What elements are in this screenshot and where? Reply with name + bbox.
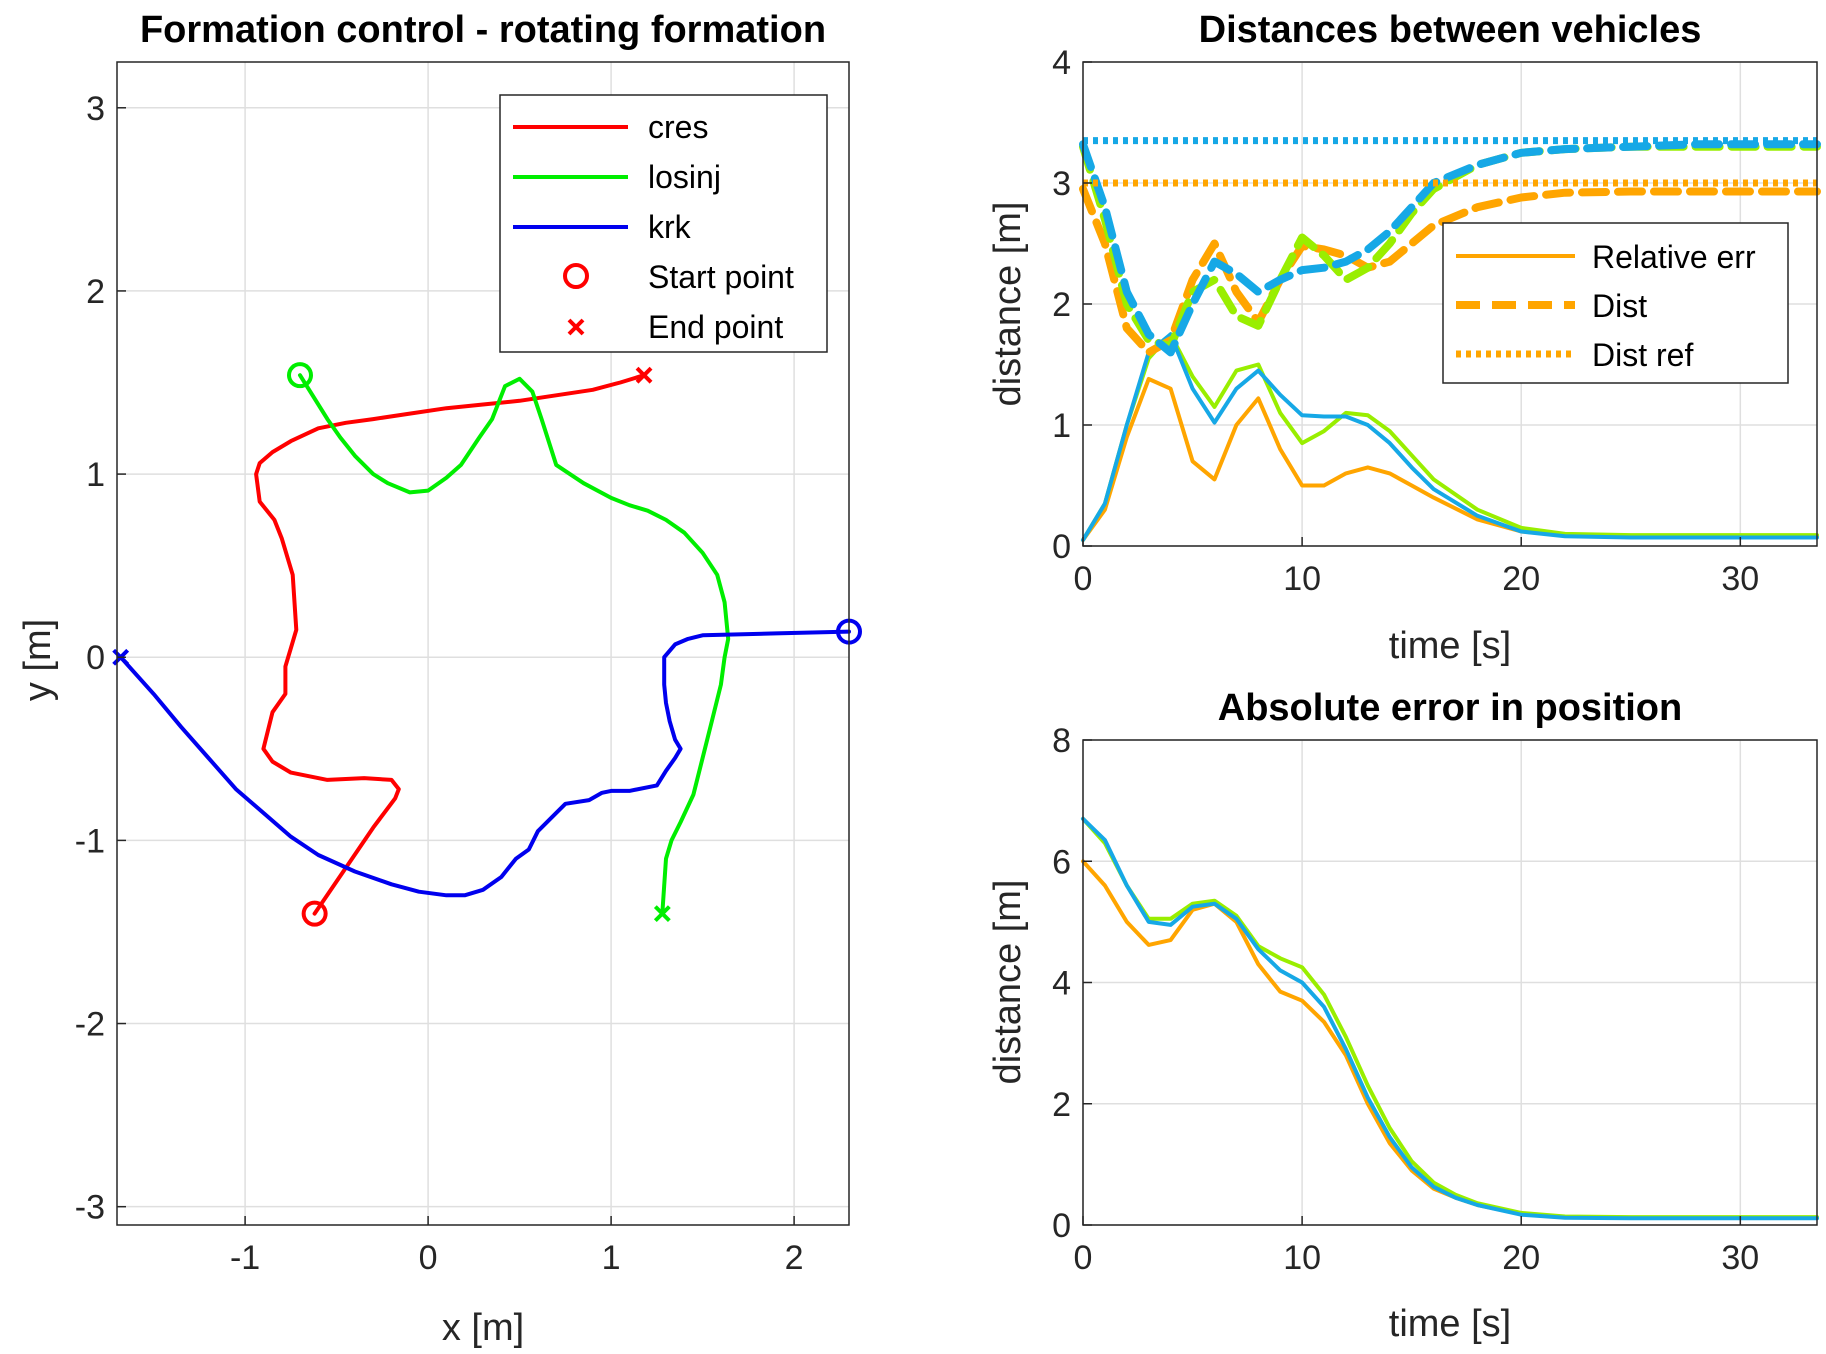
y-tick-label: 8 [1052, 722, 1071, 760]
abs-error-ticks: 0 10 20 30 0 2 4 6 8 [1052, 722, 1759, 1277]
abs-error-grid [1082, 739, 1817, 1226]
legend-label-start: Start point [648, 259, 794, 295]
y-tick-label: 0 [86, 639, 105, 677]
x-tick-label: 0 [1074, 560, 1093, 598]
distances-xlabel: time [s] [1389, 625, 1511, 667]
abs-error-xlabel: time [s] [1389, 1303, 1511, 1345]
series-line-sky [1081, 816, 1819, 1221]
x-tick-label: -1 [230, 1239, 260, 1277]
trajectory-title: Formation control - rotating formation [140, 9, 826, 51]
x-tick-label: 20 [1502, 560, 1540, 598]
y-tick-label: 1 [1052, 407, 1071, 445]
distances-ylabel: distance [m] [987, 202, 1029, 407]
trajectory-ticks: -1 0 1 2 -3 -2 -1 0 1 2 3 [75, 90, 804, 1277]
trajectory-legend: cres losinj krk Start point End point [499, 94, 828, 353]
distances-ticks: 0 10 20 30 0 1 2 3 4 [1052, 44, 1759, 598]
y-tick-label: 4 [1052, 44, 1071, 82]
y-tick-label: 1 [86, 456, 105, 494]
start-point-marker [287, 362, 313, 389]
y-tick-label: -2 [75, 1006, 105, 1044]
x-tick-label: 10 [1283, 1239, 1321, 1277]
y-tick-label: -3 [75, 1189, 105, 1227]
x-tick-label: 30 [1721, 560, 1759, 598]
series-line-krk [118, 629, 851, 898]
x-tick-label: 0 [1074, 1239, 1093, 1277]
distances-series [1079, 137, 1821, 542]
legend-label-end: End point [648, 309, 783, 345]
series-line-cres [254, 373, 646, 916]
y-tick-label: -1 [75, 822, 105, 860]
x-tick-label: 30 [1721, 1239, 1759, 1277]
series-line-losinj [298, 373, 731, 916]
start-point-marker [301, 900, 328, 927]
abs-error-series [1081, 816, 1819, 1221]
y-tick-label: 3 [1052, 165, 1071, 203]
legend-label-relative-err: Relative err [1592, 239, 1756, 275]
distances-legend: Relative err Dist Dist ref [1442, 222, 1789, 384]
legend-label-cres: cres [648, 109, 708, 145]
x-tick-label: 1 [602, 1239, 621, 1277]
x-tick-label: 2 [785, 1239, 804, 1277]
trajectory-plot: -1 0 1 2 -3 -2 -1 0 1 2 3 Formation control - rota… [17, 9, 862, 1349]
trajectory-axes-frame [116, 61, 850, 1226]
y-tick-label: 2 [1052, 286, 1071, 324]
y-tick-label: 0 [1052, 528, 1071, 566]
series-line-dist-sky- [1079, 140, 1821, 357]
legend-box [499, 94, 828, 353]
legend-label-dist: Dist [1592, 288, 1647, 324]
y-tick-label: 3 [86, 90, 105, 128]
legend-label-krk: krk [648, 209, 692, 245]
legend-end-marker [567, 318, 585, 336]
x-tick-label: 20 [1502, 1239, 1540, 1277]
legend-start-marker [563, 263, 589, 289]
abs-error-title: Absolute error in position [1218, 687, 1682, 729]
y-tick-label: 4 [1052, 965, 1071, 1003]
y-tick-label: 6 [1052, 843, 1071, 881]
end-point-marker [653, 905, 671, 923]
series-line-orange [1081, 859, 1819, 1220]
series-line-relative-err-orange- [1081, 377, 1819, 542]
trajectory-series [112, 362, 862, 927]
y-tick-label: 0 [1052, 1207, 1071, 1245]
y-tick-label: 2 [86, 273, 105, 311]
y-tick-label: 2 [1052, 1086, 1071, 1124]
legend-label-dist-ref: Dist ref [1592, 337, 1693, 373]
series-line-lime [1081, 816, 1819, 1220]
abs-error-ylabel: distance [m] [987, 880, 1029, 1085]
x-tick-label: 0 [419, 1239, 438, 1277]
legend-label-losinj: losinj [648, 159, 721, 195]
distances-title: Distances between vehicles [1199, 9, 1702, 51]
trajectory-ylabel: y [m] [17, 619, 59, 701]
trajectory-xlabel: x [m] [442, 1307, 524, 1349]
end-point-marker [635, 366, 653, 384]
x-tick-label: 10 [1283, 560, 1321, 598]
